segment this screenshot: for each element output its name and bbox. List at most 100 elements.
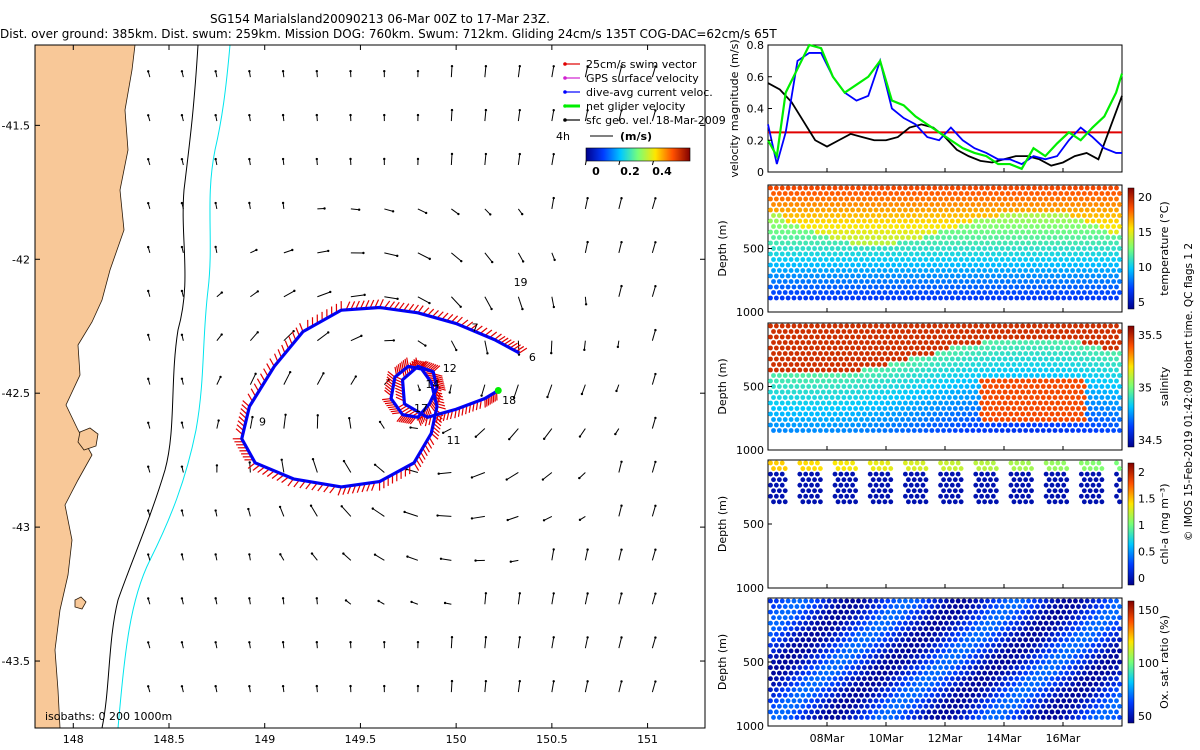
profile-sample [964,351,970,356]
profile-sample [847,670,853,676]
profile-sample [1049,422,1055,428]
profile-sample [812,428,817,433]
profile-sample [985,460,990,466]
profile-sample [803,598,809,604]
profile-sample [1017,384,1023,389]
profile-sample [785,709,791,715]
profile-sample [1043,334,1049,340]
profile-sample [856,284,861,290]
profile-sample [823,202,829,207]
profile-sample [768,482,773,488]
profile-sample [976,715,982,720]
profile-sample [815,493,820,499]
profile-sample [958,488,964,494]
profile-sample [1114,240,1119,246]
profile-sample [958,246,964,251]
profile-sample [1023,626,1029,632]
profile-sample [815,642,820,648]
colorbar-tick: 0 [1138,572,1145,585]
profile-sample [976,703,982,709]
profile-sample [768,196,773,202]
profile-sample [923,648,929,654]
profile-sample [1081,466,1087,471]
profile-sample [1061,185,1067,191]
profile-sample [1052,290,1058,295]
profile-sample [832,665,838,670]
profile-sample [882,340,888,345]
profile-sample [952,604,958,609]
speed-colorbar [585,147,691,162]
profile-sample [1011,659,1017,665]
profile-sample [964,384,970,389]
velocity-vector [406,468,418,473]
profile-sample [1031,620,1037,626]
profile-sample [1055,251,1061,257]
profile-sample [941,659,946,665]
profile-sample [920,460,926,466]
profile-sample [996,356,1002,362]
vector-head [450,108,454,112]
profile-sample [861,345,867,351]
profile-sample [1067,378,1072,384]
profile-sample [841,351,847,356]
profile-sample [900,191,905,196]
profile-sample [1105,351,1111,356]
profile-sample [1043,262,1049,268]
profile-sample [791,367,797,373]
profile-sample [870,406,876,411]
profile-sample [900,428,905,433]
profile-sample [952,384,958,389]
profile-sample [829,373,835,378]
profile-sample [993,202,999,207]
profile-sample [1049,400,1055,406]
profile-sample [1058,362,1064,367]
profile-sample [993,329,999,334]
vector-head [327,249,330,253]
profile-sample [1049,631,1055,637]
profile-sample [818,290,823,295]
profile-sample [911,246,917,251]
profile-sample [776,268,782,273]
profile-sample [1029,202,1034,207]
profile-sample [938,284,943,290]
profile-sample [1049,284,1055,290]
profile-sample [932,422,938,428]
profile-sample [897,273,902,279]
profile-sample [917,604,923,609]
profile-sample [1061,251,1067,257]
profile-sample [1040,290,1046,295]
profile-sample [800,692,806,698]
profile-sample [815,422,820,428]
vector-head [410,600,413,604]
profile-sample [955,400,961,406]
profile-sample [935,406,941,411]
profile-sample [870,213,876,218]
profile-sample [982,428,988,433]
profile-sample [1061,323,1067,329]
profile-sample [823,715,829,720]
profile-sample [1034,362,1040,367]
profile-sample [1046,681,1052,687]
vector-head [391,210,395,213]
profile-sample [1108,251,1114,257]
profile-sample [1034,417,1040,422]
profile-sample [1026,482,1031,488]
profile-sample [806,257,812,262]
profile-sample [838,665,844,670]
profile-sample [1046,406,1052,411]
profile-sample [776,648,782,654]
profile-sample [797,609,803,615]
profile-sample [926,698,932,704]
profile-sample [900,202,905,207]
profile-sample [982,202,988,207]
profile-sample [861,709,867,715]
profile-sample [1008,709,1014,715]
profile-sample [990,654,996,659]
profile-sample [990,642,996,648]
profile-sample [1087,202,1093,207]
profile-sample [1052,395,1058,400]
profile-sample [1111,692,1117,698]
profile-sample [1114,367,1119,373]
profile-sample [1026,411,1031,417]
